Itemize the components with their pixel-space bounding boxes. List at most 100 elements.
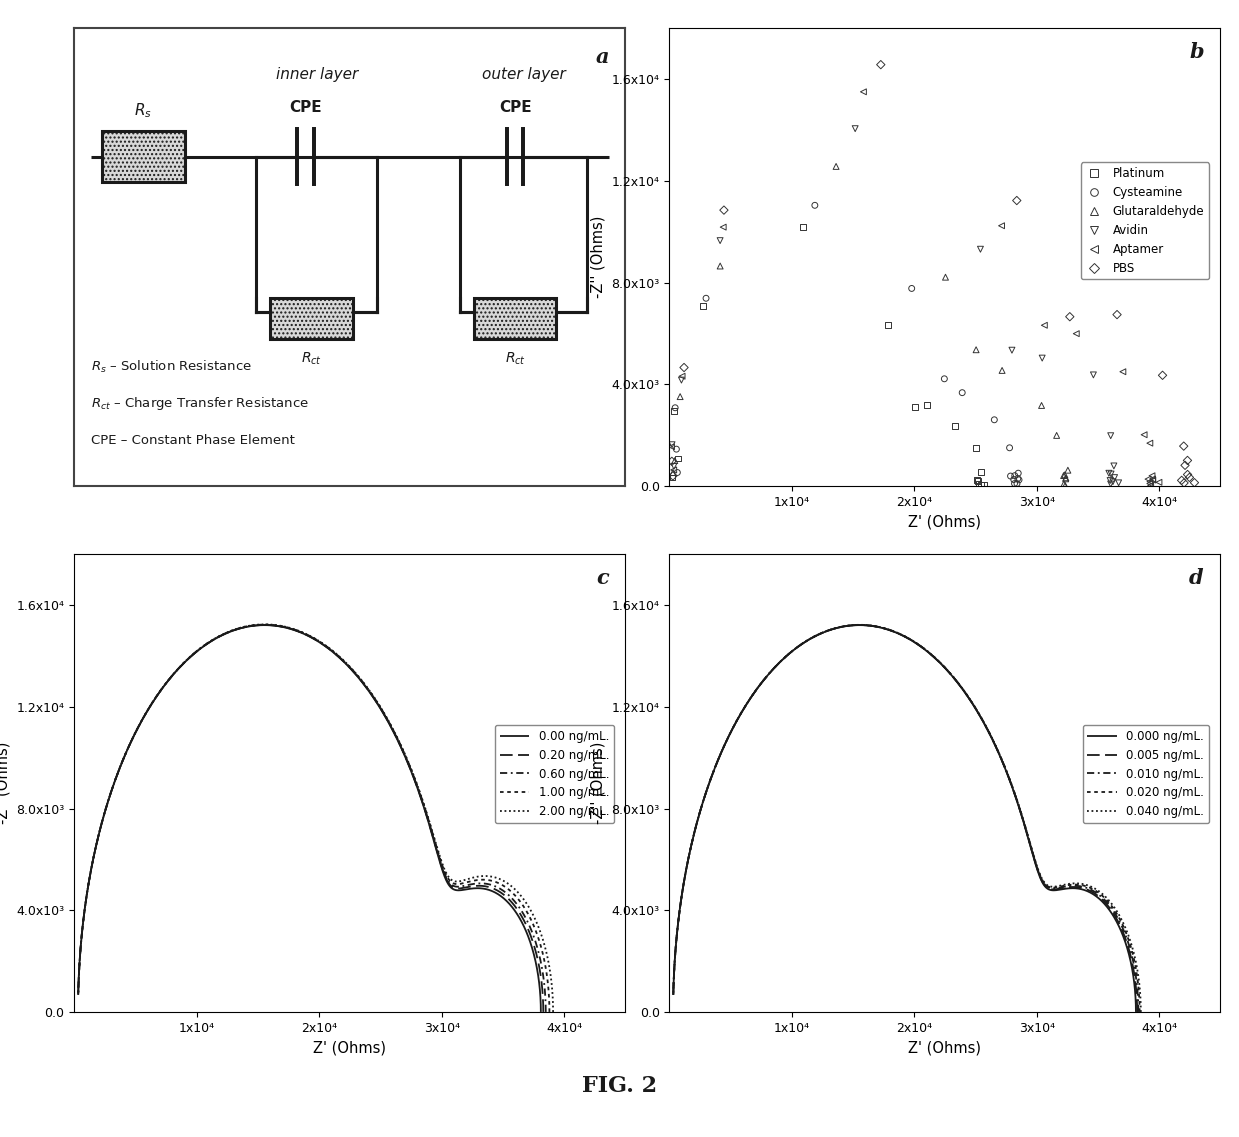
Point [664, 460, 684, 479]
Line: 0.00 ng/mL.: 0.00 ng/mL. [78, 625, 541, 1012]
Point [854, 83, 873, 101]
0.60 ng/mL. [71, 988, 85, 1002]
Point [1140, 473, 1160, 491]
Point [1005, 474, 1025, 492]
Point [710, 232, 730, 250]
Point [966, 341, 986, 359]
Point [696, 289, 716, 307]
Point [985, 410, 1005, 429]
0.60 ng/mL. [372, 699, 387, 713]
0.000 ng/mL. [1046, 883, 1061, 897]
0.000 ng/mL. [665, 988, 680, 1002]
Point [935, 268, 955, 287]
Legend: 0.000 ng/mL., 0.005 ng/mL., 0.010 ng/mL., 0.020 ng/mL., 0.040 ng/mL.: 0.000 ng/mL., 0.005 ng/mL., 0.010 ng/mL.… [1083, 725, 1209, 823]
Point [664, 401, 684, 420]
Point [1100, 475, 1120, 493]
Point [663, 468, 683, 487]
Point [1109, 474, 1129, 492]
0.00 ng/mL. [534, 1004, 549, 1018]
Text: $R_s$ – Solution Resistance: $R_s$ – Solution Resistance [90, 359, 252, 375]
Point [968, 471, 987, 489]
0.00 ng/mL. [322, 642, 337, 656]
0.00 ng/mL. [450, 883, 465, 897]
0.020 ng/mL. [968, 699, 983, 713]
0.20 ng/mL. [372, 700, 387, 714]
Point [1002, 341, 1022, 359]
Text: outer layer: outer layer [482, 67, 565, 82]
Point [902, 280, 922, 298]
0.010 ng/mL. [1046, 881, 1061, 895]
Point [663, 464, 683, 482]
Point [974, 476, 994, 495]
Point [878, 316, 898, 334]
Point [1053, 466, 1073, 484]
Point [1141, 476, 1161, 495]
0.040 ng/mL. [1134, 1005, 1149, 1019]
Point [670, 388, 690, 406]
Point [1177, 465, 1197, 483]
Bar [270, 298, 353, 340]
Point [714, 201, 733, 219]
Point [1059, 308, 1079, 326]
0.20 ng/mL. [71, 988, 85, 1002]
Line: 1.00 ng/mL.: 1.00 ng/mL. [78, 624, 549, 1012]
0.00 ng/mL. [534, 1005, 549, 1019]
0.010 ng/mL. [665, 988, 680, 1002]
Point [1152, 366, 1172, 384]
Point [1054, 466, 1074, 484]
Point [1004, 471, 1023, 489]
1.00 ng/mL. [256, 617, 271, 631]
Point [668, 449, 688, 467]
Line: 0.20 ng/mL.: 0.20 ng/mL. [78, 625, 543, 1012]
0.005 ng/mL. [968, 700, 983, 714]
0.010 ng/mL. [1131, 1002, 1146, 1015]
Point [1083, 366, 1103, 384]
Point [1149, 473, 1168, 491]
0.20 ng/mL. [451, 881, 466, 895]
Point [1007, 470, 1027, 488]
Line: 0.60 ng/mL.: 0.60 ng/mL. [78, 625, 545, 1012]
Point [992, 362, 1012, 380]
0.040 ng/mL. [1134, 1004, 1149, 1018]
0.005 ng/mL. [851, 619, 866, 632]
0.20 ng/mL. [322, 642, 337, 656]
Legend: Platinum, Cysteamine, Glutaraldehyde, Avidin, Aptamer, PBS: Platinum, Cysteamine, Glutaraldehyde, Av… [1080, 163, 1209, 280]
Text: $R_s$: $R_s$ [134, 101, 152, 119]
0.00 ng/mL. [534, 1005, 549, 1019]
2.00 ng/mL. [452, 874, 467, 888]
Point [1007, 191, 1027, 209]
Point [1032, 349, 1052, 367]
X-axis label: Z' (Ohms): Z' (Ohms) [908, 514, 981, 529]
Point [1007, 474, 1027, 492]
2.00 ng/mL. [372, 698, 387, 712]
0.20 ng/mL. [256, 619, 271, 632]
0.000 ng/mL. [1129, 1005, 1144, 1019]
Line: 0.040 ng/mL.: 0.040 ng/mL. [673, 625, 1141, 1012]
Point [694, 297, 714, 315]
Point [1101, 465, 1121, 483]
0.00 ng/mL. [71, 988, 85, 1002]
0.20 ng/mL. [535, 1005, 550, 1019]
Point [1104, 457, 1124, 475]
Point [1056, 468, 1075, 487]
Line: 2.00 ng/mL.: 2.00 ng/mL. [78, 624, 553, 1012]
0.040 ng/mL. [1134, 1002, 1149, 1015]
0.040 ng/mL. [917, 641, 932, 655]
0.60 ng/mL. [538, 1002, 553, 1015]
0.60 ng/mL. [256, 619, 271, 632]
Point [970, 240, 990, 258]
0.020 ng/mL. [1132, 1004, 1147, 1018]
Point [1180, 468, 1199, 487]
Point [665, 399, 685, 417]
1.00 ng/mL. [71, 988, 85, 1002]
2.00 ng/mL. [545, 1005, 560, 1019]
0.020 ng/mL. [665, 988, 680, 1002]
0.005 ng/mL. [917, 642, 932, 656]
Point [966, 439, 986, 457]
Point [1054, 475, 1074, 493]
Point [1056, 476, 1075, 495]
0.000 ng/mL. [1129, 1005, 1144, 1019]
Text: a: a [595, 47, 608, 67]
Line: 0.010 ng/mL.: 0.010 ng/mL. [673, 625, 1139, 1012]
1.00 ng/mL. [372, 699, 387, 713]
